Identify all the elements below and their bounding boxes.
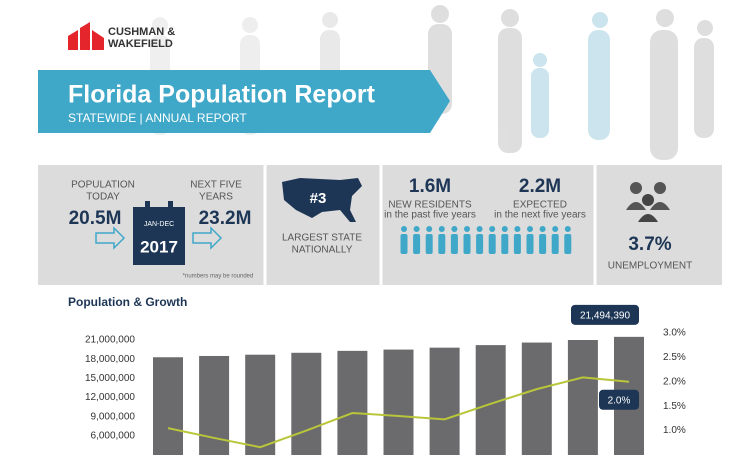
person-head [539,226,546,232]
unemployment-icon [626,182,670,222]
logo-text: CUSHMAN & [108,26,175,38]
person-body [450,234,458,254]
rank-value: #3 [310,190,327,207]
logo-text: WAKEFIELD [108,38,173,50]
stat-label: YEARS [199,192,233,203]
person-head [476,226,483,232]
value-label: 2.0% [608,395,631,406]
person-body [476,234,484,254]
bar [567,340,598,455]
chart: 21,000,000 18,000,000 15,000,000 12,000,000… [85,304,686,455]
stat-value: 3.7% [628,234,671,255]
y-tick-label: 18,000,000 [85,354,135,365]
person-body [501,234,509,254]
y-tick-label: 21,000,000 [85,335,135,346]
bar [429,347,460,455]
stat-note: in the past five years [384,210,476,221]
person-head [527,226,533,232]
person-body [551,234,559,254]
stat-label: UNEMPLOYMENT [608,261,692,272]
stat-note: in the next five years [494,210,586,221]
person-body [488,234,496,254]
stat-label: EXPECTED [513,200,567,211]
person-head [514,226,521,232]
person-head [438,226,445,232]
bar [153,357,183,455]
value-label-box [571,304,639,325]
stat-value: 2.2M [519,176,561,197]
stat-value: 1.6M [409,176,451,197]
person-body [413,234,421,254]
bar [337,350,368,455]
y-tick-label: 6,000,000 [91,430,136,441]
bar [521,342,552,455]
footnote: *numbers may be rounded [183,274,254,280]
stat-label: POPULATION [71,180,135,191]
stat-label: LARGEST STATE [282,233,362,244]
value-label: 21,494,390 [580,310,630,321]
person-body [526,234,534,254]
person-head [401,226,407,232]
dividers [263,165,597,285]
y-tick-label: 15,000,000 [85,373,135,384]
person-body [425,234,433,254]
calendar-year: 2017 [140,237,178,256]
person-head [501,226,508,232]
y2-tick-label: 2.0% [663,376,686,387]
person-body [463,234,471,254]
person-head [413,226,420,232]
person-head [464,226,470,232]
stat-value: 23.2M [199,208,252,229]
person-head [552,226,559,232]
value-label-box [599,389,639,410]
person-body [400,234,408,254]
person-head [451,226,458,232]
y-tick-label: 9,000,000 [91,411,136,422]
person-head [489,226,496,232]
people-icons [400,226,572,254]
y2-tick-label: 2.5% [663,352,686,363]
line [167,376,630,449]
bar [291,352,322,455]
chart-title: Population & Growth [68,295,187,309]
person-head [564,226,571,232]
bar [245,354,276,455]
y2-tick-label: 1.5% [663,401,686,412]
y2-tick-label: 1.0% [663,425,686,436]
us-map [282,178,362,222]
stat-label: NEXT FIVE [190,180,242,191]
person-head [426,226,433,232]
calendar-range: JAN-DEC [144,221,174,228]
y-tick-label: 12,000,000 [85,392,135,403]
person-body [539,234,547,254]
title-banner [38,70,450,133]
y2-tick-label: 3.0% [663,328,686,339]
subtitle: STATEWIDE | ANNUAL REPORT [68,111,247,125]
calendar-icon [95,201,223,265]
stat-label: NEW RESIDENTS [388,200,472,211]
stat-value: 20.5M [69,208,122,229]
logo: CUSHMAN & WAKEFIELD [68,22,175,50]
person-body [513,234,521,254]
person-body [438,234,446,254]
stat-label: TODAY [86,192,120,203]
title: Florida Population Report [68,81,376,109]
person-body [564,234,572,254]
stat-label: NATIONALLY [292,245,353,256]
bar [383,349,414,455]
